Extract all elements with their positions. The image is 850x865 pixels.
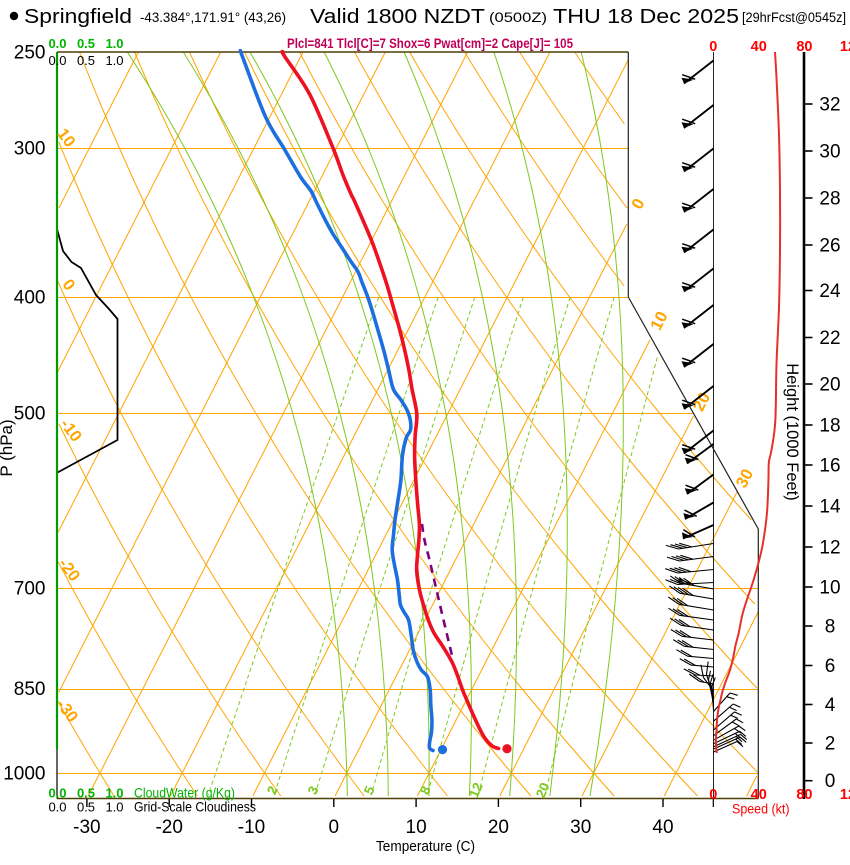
svg-text:40: 40 [751,787,767,803]
svg-text:80: 80 [796,787,812,803]
svg-text:0.0: 0.0 [48,53,66,68]
svg-text:2: 2 [825,734,836,755]
svg-text:-10: -10 [238,817,265,838]
svg-text:0: 0 [709,39,717,55]
svg-text:-43.384°,171.91° (43,26): -43.384°,171.91° (43,26) [140,10,286,25]
svg-text:10: 10 [819,578,840,599]
svg-text:Plcl=841 Tlcl[C]=7 Shox=6 Pwat: Plcl=841 Tlcl[C]=7 Shox=6 Pwat[cm]=2 Cap… [287,36,573,51]
svg-text:[29hrFcst@0545z]: [29hrFcst@0545z] [742,10,846,25]
svg-text:300: 300 [14,138,46,159]
svg-text:20: 20 [488,817,509,838]
svg-text:32: 32 [819,95,840,116]
svg-text:10: 10 [406,817,427,838]
svg-text:Valid 1800 NZDT: Valid 1800 NZDT [310,6,485,28]
svg-text:4: 4 [825,695,836,716]
svg-text:0.0: 0.0 [48,36,66,51]
svg-text:250: 250 [14,43,46,64]
svg-text:0: 0 [329,817,340,838]
svg-text:Speed (kt): Speed (kt) [732,802,790,817]
svg-text:18: 18 [819,416,840,437]
svg-text:Temperature (C): Temperature (C) [376,838,475,855]
svg-text:20: 20 [819,375,840,396]
svg-text:12: 12 [819,538,840,559]
svg-text:28: 28 [819,189,840,210]
svg-text:26: 26 [819,236,840,257]
svg-text:40: 40 [652,817,673,838]
svg-text:40: 40 [751,39,767,55]
svg-text:120: 120 [840,39,850,55]
svg-text:-30: -30 [73,817,100,838]
svg-text:1.0: 1.0 [105,800,123,815]
svg-text:22: 22 [819,328,840,349]
svg-text:1.0: 1.0 [105,786,123,801]
svg-text:0.5: 0.5 [77,786,95,801]
svg-text:1.0: 1.0 [105,36,123,51]
svg-text:30: 30 [819,142,840,163]
svg-text:20: 20 [533,780,553,800]
svg-text:CloudWater (g/Kg): CloudWater (g/Kg) [134,785,235,801]
svg-text:0.0: 0.0 [48,800,66,815]
svg-text:0: 0 [709,787,717,803]
svg-text:30: 30 [570,817,591,838]
svg-text:0.5: 0.5 [77,53,95,68]
svg-text:14: 14 [819,497,841,518]
svg-text:0.0: 0.0 [48,786,66,801]
svg-text:6: 6 [825,656,836,677]
svg-text:1.0: 1.0 [105,53,123,68]
svg-text:Height (1000 Feet): Height (1000 Feet) [783,363,801,501]
svg-text:8: 8 [825,617,836,638]
svg-text:80: 80 [796,39,812,55]
svg-text:400: 400 [14,288,46,309]
svg-text:16: 16 [819,456,840,477]
svg-text:-20: -20 [155,817,182,838]
svg-text:500: 500 [14,404,46,425]
svg-text:12: 12 [466,780,486,800]
svg-text:1000: 1000 [3,764,45,785]
svg-text:0: 0 [825,771,836,792]
svg-text:Springfield: Springfield [24,6,132,28]
svg-text:700: 700 [14,578,46,599]
svg-text:850: 850 [14,679,46,700]
svg-text:120: 120 [840,787,850,803]
svg-text:THU 18 Dec 2025: THU 18 Dec 2025 [553,6,739,28]
svg-text:P (hPa): P (hPa) [0,419,16,476]
svg-text:24: 24 [819,281,841,302]
svg-text:Grid-Scale Cloudiness: Grid-Scale Cloudiness [134,799,256,815]
svg-text:(0500Z): (0500Z) [489,9,547,25]
svg-text:0.5: 0.5 [77,36,95,51]
svg-text:0.5: 0.5 [77,800,95,815]
